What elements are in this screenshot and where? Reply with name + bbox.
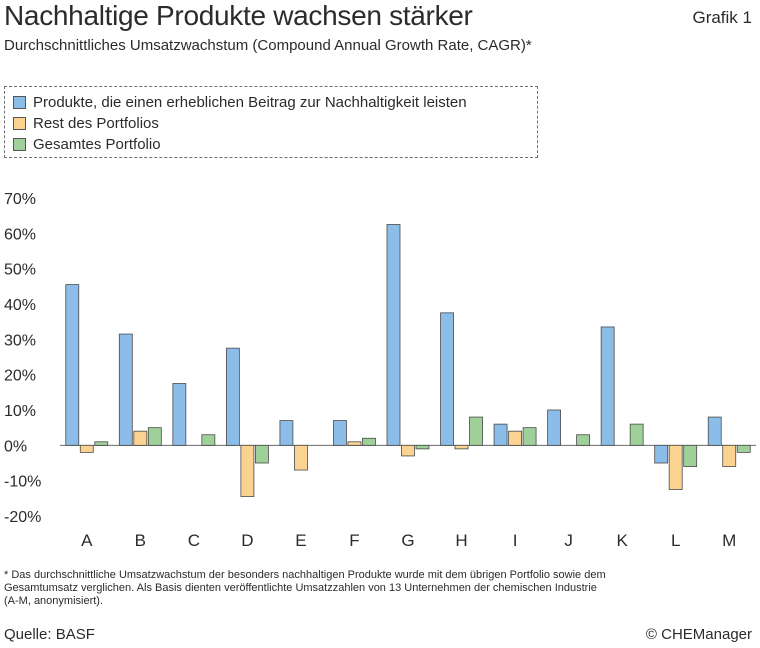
y-tick-label: 20% [4,368,36,385]
bar-rest-F [347,441,362,446]
y-tick-label: 40% [4,297,36,314]
copyright-label: © CHEManager [645,626,752,643]
bar-sustainable-C [172,383,187,446]
legend-item-rest: Rest des Portfolios [13,113,159,133]
bar-total-J [576,434,591,446]
bar-sustainable-F [333,420,347,446]
x-tick-label: B [135,531,146,550]
bar-sustainable-K [600,326,615,446]
legend-swatch-sustainable [13,95,26,109]
bar-sustainable-L [654,444,669,464]
bar-total-B [147,427,162,446]
bar-total-C [201,434,216,446]
bar-sustainable-G [386,224,401,446]
x-tick-label: G [401,531,414,550]
bar-rest-I [508,430,522,446]
x-tick-label: E [295,531,306,550]
bar-total-G [415,444,430,450]
x-tick-label: A [81,531,93,550]
x-tick-label: L [671,531,680,550]
bar-sustainable-H [440,312,454,446]
bar-sustainable-B [118,333,133,446]
y-tick-label: 60% [4,226,36,243]
y-tick-label: 70% [4,191,36,208]
y-tick-label: 0% [4,438,27,455]
bar-sustainable-I [493,423,508,446]
x-tick-label: K [616,531,628,550]
x-tick-label: H [455,531,467,550]
source-label: Quelle: BASF [4,626,95,643]
legend-swatch-total [13,137,26,151]
bar-total-D [254,444,269,464]
figure-label: Grafik 1 [692,8,752,27]
legend-swatch-rest [13,116,26,130]
bar-rest-G [401,444,415,457]
bar-rest-L [668,444,683,490]
x-tick-label: C [188,531,200,550]
legend-label-rest: Rest des Portfolios [33,114,159,132]
bar-chart: -20% -10% 0% 10% 20% 30% 40% 50% 60% 70% A B C D E F G H I… [4,191,756,550]
legend-item-sustainable: Produkte, die einen erheblichen Beitrag … [13,92,467,112]
legend-label-total: Gesamtes Portfolio [33,135,161,153]
bar-sustainable-J [547,409,562,446]
x-tick-label: M [722,531,736,550]
chart-subtitle: Durchschnittliches Umsatzwachstum (Compo… [4,37,532,54]
bar-total-K [629,423,644,446]
bar-total-L [683,444,698,467]
bar-rest-E [294,444,308,471]
bar-total-I [522,427,537,446]
x-tick-label: F [349,531,359,550]
bar-rest-B [133,430,148,446]
bar-sustainable-E [279,420,294,446]
bar-rest-D [240,444,255,497]
legend-item-total: Gesamtes Portfolio [13,134,161,154]
y-tick-label: 30% [4,332,36,349]
bar-rest-A [79,444,94,453]
bar-sustainable-A [65,284,80,446]
y-tick-label: 10% [4,403,36,420]
legend: Produkte, die einen erheblichen Beitrag … [4,86,538,158]
chart-title: Nachhaltige Produkte wachsen stärker [4,0,473,31]
bar-total-F [362,437,376,446]
y-tick-label: -10% [4,474,41,491]
bar-total-M [736,444,751,453]
bar-sustainable-M [707,416,722,446]
x-tick-label: D [241,531,253,550]
x-tick-label: I [513,531,518,550]
legend-label-sustainable: Produkte, die einen erheblichen Beitrag … [33,93,467,111]
bar-total-H [469,416,483,446]
bar-total-A [94,441,109,446]
y-tick-label: -20% [4,509,41,526]
bar-sustainable-D [225,347,240,446]
bar-rest-M [722,444,737,467]
footnote: * Das durchschnittliche Umsatzwachstum d… [4,569,606,607]
x-tick-label: J [564,531,573,550]
y-tick-label: 50% [4,262,36,279]
bar-rest-H [454,444,469,450]
